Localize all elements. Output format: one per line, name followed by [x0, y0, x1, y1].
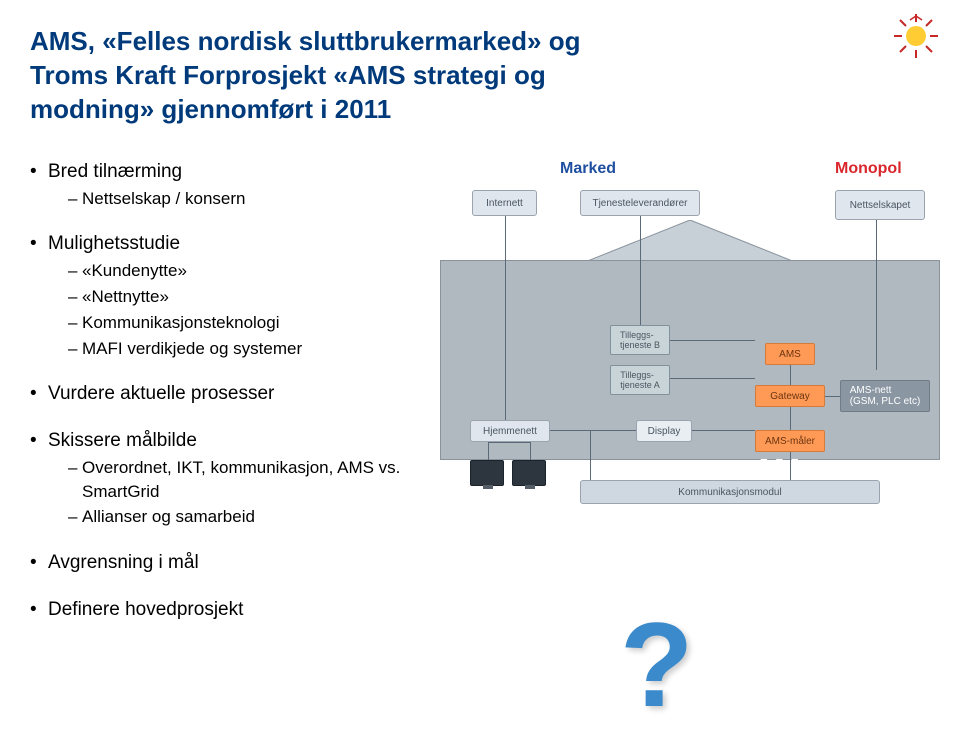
question-mark-icon: ?: [620, 596, 693, 734]
box-amsmaaler: AMS-måler: [755, 430, 825, 452]
bullet-main: Avgrensning i mål: [30, 551, 430, 576]
monitor-icon: [470, 460, 504, 486]
bullet-sub: MAFI verdikjede og systemer: [30, 337, 430, 361]
bullet-main: Bred tilnærming: [30, 160, 430, 185]
bullet-main: Definere hovedprosjekt: [30, 598, 430, 623]
box-internett: Internett: [472, 190, 537, 216]
bullet-main: Vurdere aktuelle prosesser: [30, 382, 430, 407]
bullet-sub: Allianser og samarbeid: [30, 505, 430, 529]
box-tilleggB: Tilleggs- tjeneste B: [610, 325, 670, 355]
box-amsnett: AMS-nett (GSM, PLC etc): [840, 380, 930, 412]
bullet-sub: «Nettnytte»: [30, 285, 430, 309]
bullet-sub: «Kundenytte»: [30, 259, 430, 283]
box-ams: AMS: [765, 343, 815, 365]
box-gateway: Gateway: [755, 385, 825, 407]
box-hjemmenett: Hjemmenett: [470, 420, 550, 442]
box-kommmodul: Kommunikasjonsmodul: [580, 480, 880, 504]
bullet-main: Skissere målbilde: [30, 429, 430, 454]
bullet-sub: Kommunikasjonsteknologi: [30, 311, 430, 335]
bullet-sub: Overordnet, IKT, kommunikasjon, AMS vs. …: [30, 456, 430, 504]
monitor-icon: [512, 460, 546, 486]
dots-icon: ■ ■ ■: [760, 454, 801, 469]
box-tilleggA: Tilleggs- tjeneste A: [610, 365, 670, 395]
marked-label: Marked: [560, 160, 616, 178]
architecture-diagram: Marked Monopol Internett Tjenesteleveran…: [440, 160, 940, 540]
bullet-sub: Nettselskap / konsern: [30, 187, 430, 211]
box-tjenestelev: Tjenesteleverandører: [580, 190, 700, 216]
box-display: Display: [636, 420, 692, 442]
monopol-label: Monopol: [835, 160, 902, 178]
box-nettselskapet: Nettselskapet: [835, 190, 925, 220]
bullet-list: Bred tilnærming Nettselskap / konsern Mu…: [30, 160, 430, 645]
slide-title: AMS, «Felles nordisk sluttbrukermarked» …: [30, 25, 630, 126]
logo: [892, 12, 940, 60]
bullet-main: Mulighetsstudie: [30, 232, 430, 257]
